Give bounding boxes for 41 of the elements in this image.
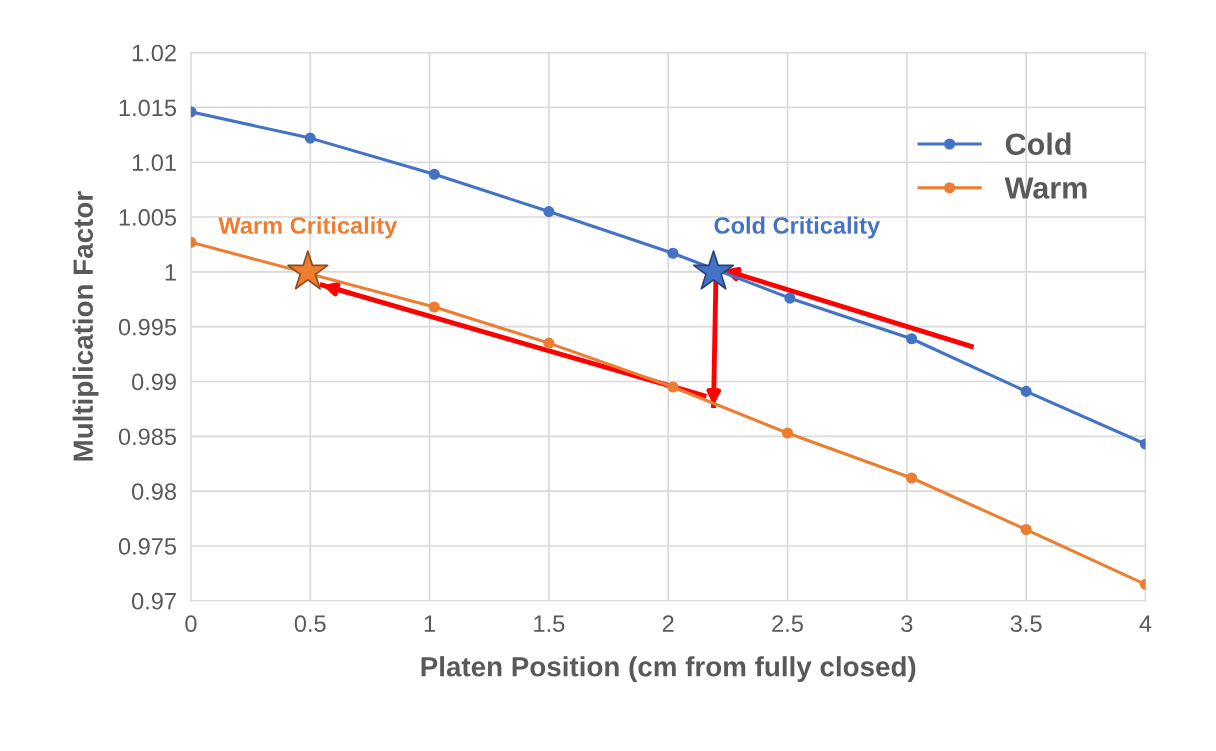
point (1020, 385, 1032, 397)
x-tick-label: 3.5 (1010, 615, 1042, 633)
point (428, 168, 440, 180)
y-tick-label: 0.98 (132, 483, 176, 500)
x-tick-label: 0.5 (294, 615, 326, 633)
y-tick-label: 1.01 (132, 154, 176, 171)
annotation: Warm Criticality (218, 216, 398, 239)
y-tick-label: 1.005 (119, 209, 177, 226)
x-tick-label: 2.5 (772, 615, 803, 633)
point (906, 333, 918, 345)
x-tick-label: 3 (901, 615, 913, 633)
point (304, 132, 316, 144)
legend-label: Cold (1005, 132, 1071, 156)
x-axis-title: Platen Position (cm from fully closed) (421, 656, 916, 683)
x-tick-label: 1.5 (534, 615, 565, 633)
x-tick-label: 1 (424, 615, 435, 632)
point (543, 206, 555, 218)
point (692, 250, 735, 290)
y-tick-label: 0.97 (132, 592, 176, 610)
y-tick-label: 0.995 (118, 318, 177, 336)
legend-label: Warm (1004, 177, 1087, 199)
y-tick-label: 0.975 (118, 538, 177, 555)
annotation: Cold Criticality (714, 216, 881, 239)
point (784, 292, 796, 304)
point (1020, 523, 1032, 536)
point (428, 301, 440, 313)
point (781, 427, 794, 439)
point (667, 247, 679, 259)
y-tick-label: 1.015 (119, 99, 177, 117)
y-axis-title: Multiplication Factor (72, 191, 99, 461)
point (543, 337, 555, 349)
point (667, 381, 679, 393)
y-tick-label: 1.02 (132, 44, 176, 62)
x-tick-label: 0 (185, 615, 197, 633)
x-tick-label: 2 (662, 615, 674, 632)
point (906, 472, 918, 484)
x-tick-label: 4 (1139, 615, 1152, 632)
y-tick-label: 0.985 (118, 428, 177, 446)
y-tick-label: 0.99 (132, 373, 176, 391)
point (287, 250, 329, 290)
y-tick-label: 1 (165, 264, 176, 281)
